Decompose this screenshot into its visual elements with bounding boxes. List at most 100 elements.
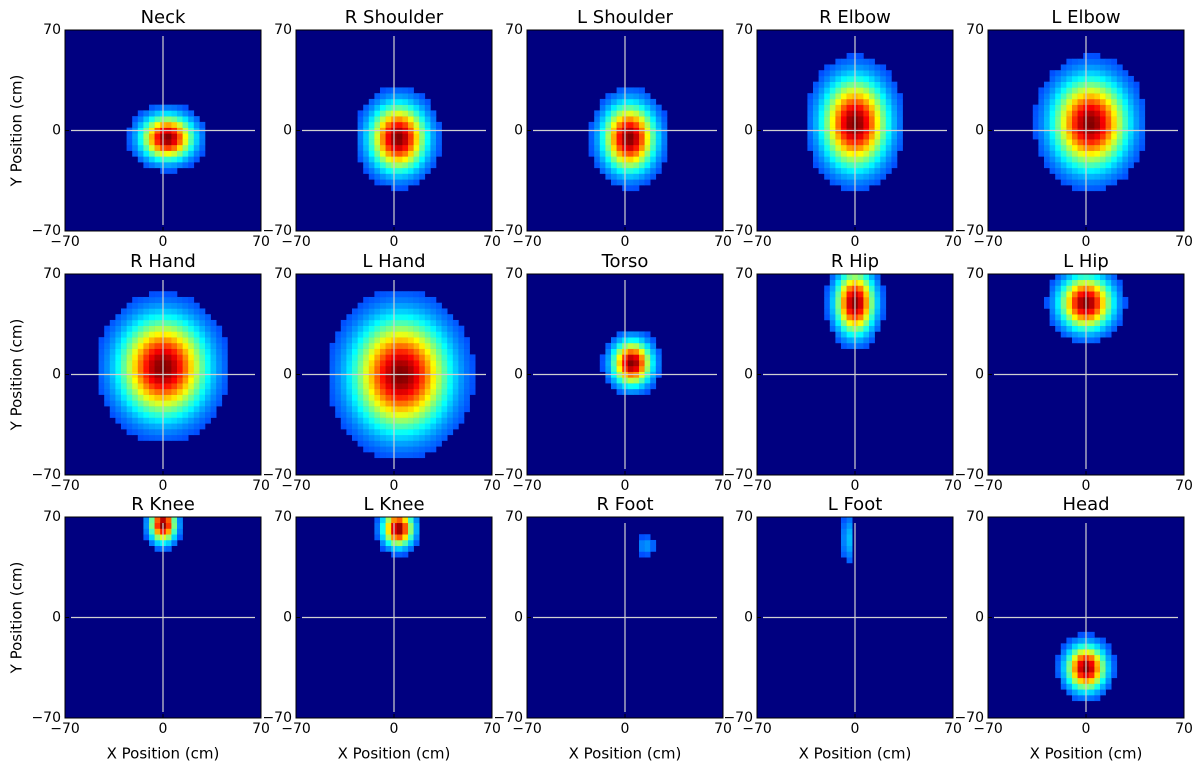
cell — [835, 116, 842, 123]
cell — [874, 104, 881, 111]
cell — [346, 314, 353, 321]
cell — [1111, 98, 1118, 105]
cell — [655, 360, 662, 367]
cell — [385, 388, 392, 395]
cell — [98, 354, 105, 361]
cell — [627, 342, 634, 349]
cell — [177, 388, 183, 395]
cell — [1116, 81, 1123, 88]
cell — [1139, 139, 1146, 146]
cell — [424, 348, 431, 355]
cell — [335, 337, 342, 344]
cell — [380, 325, 386, 332]
cell — [1100, 319, 1106, 326]
cell — [374, 440, 381, 447]
cell — [857, 58, 864, 65]
cell — [1088, 179, 1095, 186]
cell — [413, 156, 420, 163]
cell — [846, 545, 853, 552]
cell — [611, 121, 617, 128]
cell — [368, 342, 375, 349]
cell — [464, 383, 470, 390]
cell — [210, 337, 217, 344]
x-tick-label: 0 — [621, 478, 630, 494]
cell — [396, 185, 403, 192]
cell — [154, 331, 161, 338]
cell — [1105, 70, 1112, 77]
cell — [143, 406, 150, 413]
cell — [385, 337, 392, 344]
cell — [368, 104, 375, 111]
cell — [633, 337, 640, 344]
cell — [885, 150, 892, 157]
cell — [149, 319, 155, 326]
cell — [1133, 133, 1140, 140]
cell — [835, 64, 842, 71]
cell — [639, 121, 645, 128]
cell — [880, 302, 887, 309]
cell — [869, 308, 875, 315]
cell — [1044, 139, 1050, 146]
cell — [1088, 637, 1095, 644]
cell — [627, 156, 634, 163]
cell — [1060, 179, 1067, 186]
cell — [869, 98, 875, 105]
cell — [627, 133, 634, 140]
cell — [149, 139, 155, 146]
cell — [402, 394, 409, 401]
cell — [154, 434, 161, 441]
cell — [1055, 110, 1062, 117]
cell — [813, 162, 819, 169]
cell — [210, 400, 217, 407]
cell — [1055, 121, 1062, 128]
cell — [1049, 308, 1056, 315]
cell — [193, 139, 200, 146]
y-tick-label: 70 — [43, 266, 61, 282]
cell — [447, 319, 454, 326]
cell — [1072, 116, 1078, 123]
cell — [880, 116, 887, 123]
cell — [385, 406, 392, 413]
cell — [1128, 75, 1134, 82]
x-tick-label: −70 — [50, 721, 80, 737]
cell — [380, 337, 386, 344]
cell — [340, 331, 347, 338]
cell — [115, 377, 122, 384]
cell — [193, 348, 200, 355]
cell — [1060, 308, 1067, 315]
cell — [193, 394, 200, 401]
cell — [1094, 649, 1101, 656]
cell — [98, 377, 105, 384]
cell — [396, 417, 403, 424]
cell — [335, 348, 342, 355]
cell — [452, 406, 459, 413]
cell — [149, 400, 155, 407]
cell — [340, 423, 347, 430]
cell — [165, 308, 172, 315]
cell — [829, 133, 836, 140]
cell — [193, 388, 200, 395]
cell — [1128, 110, 1134, 117]
cell — [430, 110, 437, 117]
cell — [880, 75, 887, 82]
cell — [1105, 302, 1112, 309]
cell — [824, 110, 831, 117]
cell — [1049, 150, 1056, 157]
cell — [644, 354, 651, 361]
cell — [402, 104, 409, 111]
cell — [413, 539, 420, 547]
cell — [1072, 162, 1078, 169]
cell — [396, 517, 403, 524]
cell — [1066, 156, 1073, 163]
cell — [857, 133, 864, 140]
cell — [650, 116, 657, 123]
cell — [1066, 179, 1073, 186]
cell — [193, 411, 200, 418]
cell — [1116, 319, 1123, 326]
cell — [1060, 173, 1067, 180]
cell — [1111, 319, 1118, 326]
cell — [452, 360, 459, 367]
cell — [137, 394, 144, 401]
cell — [385, 434, 392, 441]
cell — [402, 360, 409, 367]
